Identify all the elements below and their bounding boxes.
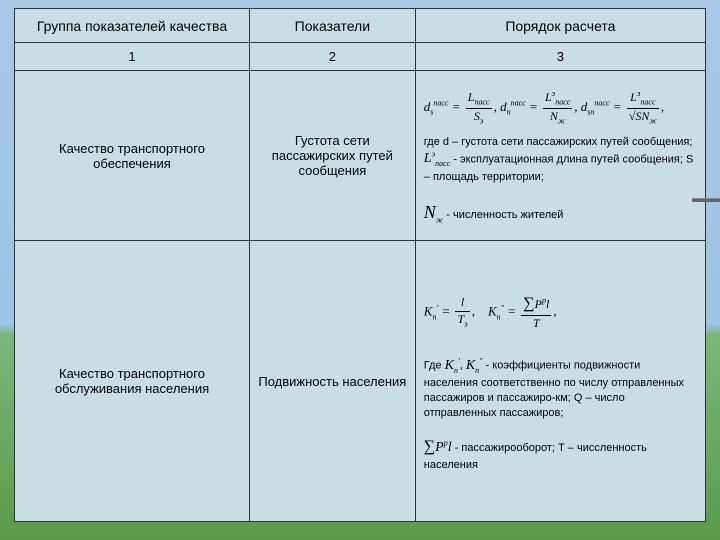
header-col2: Показатели	[249, 9, 415, 43]
r4-group: Качество транспортного обслуживания насе…	[15, 241, 250, 522]
r4-desc: Где Kn′, Kn″ - коэффициенты подвижности …	[424, 356, 697, 472]
table-number-row: 1 2 3	[15, 43, 706, 71]
slide: Группа показателей качества Показатели П…	[14, 8, 706, 522]
r3-formula: dsпасс = LпассSэ, dnпасс = LэпассNж, dsn…	[424, 89, 697, 127]
r3-indicator: Густота сети пассажирских путей сообщени…	[249, 71, 415, 241]
r3-calc: dsпасс = LпассSэ, dnпасс = LэпассNж, dsn…	[415, 71, 705, 241]
r4-formula: Kn′ = lTэ, Kn″ = ∑PplT,	[424, 294, 697, 331]
quality-table: Группа показателей качества Показатели П…	[14, 8, 706, 522]
r3-group: Качество транспортного обеспечения	[15, 71, 250, 241]
r4-calc: Kn′ = lTэ, Kn″ = ∑PplT, Где Kn′, Kn″ - к…	[415, 241, 705, 522]
num-col2: 2	[249, 43, 415, 71]
num-col3: 3	[415, 43, 705, 71]
decoration-road	[692, 198, 720, 202]
r4-indicator: Подвижность населения	[249, 241, 415, 522]
header-col1: Группа показателей качества	[15, 9, 250, 43]
num-col1: 1	[15, 43, 250, 71]
header-col3: Порядок расчета	[415, 9, 705, 43]
r3-desc: где d – густота сети пассажирских путей …	[424, 135, 697, 226]
table-header-row: Группа показателей качества Показатели П…	[15, 9, 706, 43]
table-row: Качество транспортного обслуживания насе…	[15, 241, 706, 522]
table-row: Качество транспортного обеспечения Густо…	[15, 71, 706, 241]
